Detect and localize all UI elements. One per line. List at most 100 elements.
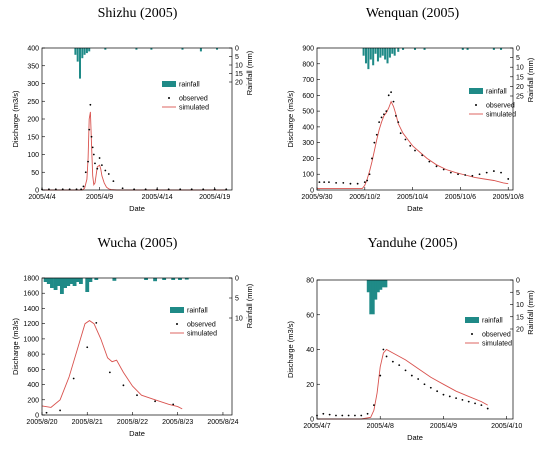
legend-observed-swatch: [176, 323, 178, 325]
y-tick-label: 100: [27, 152, 39, 159]
observed-point: [467, 400, 470, 403]
y2-tick-label: 15: [516, 314, 524, 321]
observed-point: [404, 369, 407, 372]
rainfall-bar: [369, 48, 372, 60]
rainfall-bar: [79, 48, 81, 79]
x-tick-label: 2005/4/19: [199, 194, 230, 201]
observed-point: [108, 371, 111, 374]
y-tick-label: 200: [302, 156, 314, 163]
panel-title: Wucha (2005): [97, 236, 178, 251]
observed-point: [318, 181, 321, 184]
x-tick-label: 2005/4/9: [86, 194, 113, 201]
legend-rainfall-swatch: [465, 317, 479, 323]
observed-point: [341, 414, 344, 417]
observed-point: [474, 402, 476, 405]
y-axis-label: Discharge (m3/s): [286, 90, 295, 148]
y-tick-label: 400: [302, 124, 314, 131]
y-tick-label: 80: [306, 278, 314, 285]
observed-point: [94, 162, 96, 165]
y2-tick-label: 10: [516, 302, 524, 309]
plot-frame: [41, 47, 233, 191]
observed-point: [391, 360, 394, 363]
y-axis-label: Discharge (m3/s): [286, 320, 295, 378]
observed-point: [360, 414, 363, 417]
rainfall-bar: [372, 48, 375, 66]
y-tick-label: 900: [302, 46, 314, 53]
y2-tick-label: 5: [235, 54, 239, 61]
observed-point: [428, 160, 431, 163]
observed-point: [356, 182, 359, 185]
rainfall-bar: [76, 48, 79, 62]
rainfall-bar: [150, 48, 153, 50]
x-tick-label: 2005/10/8: [493, 194, 524, 201]
rainfall-bar: [386, 48, 389, 64]
y2-tick-label: 5: [516, 290, 520, 297]
legend-observed-label: observed: [179, 96, 208, 103]
y-tick-label: 600: [27, 367, 39, 374]
observed-point: [328, 181, 330, 184]
observed-point: [435, 165, 438, 168]
rainfall-bar: [388, 48, 391, 58]
y2-tick-label: 20: [516, 84, 524, 91]
rainfall-bar: [63, 278, 67, 288]
chart-yanduhe: 0 20 40 60 80 0 5 10 15 20 2005/4/7 2005/4/8 2005/4/…: [286, 278, 535, 443]
chart-wucha: 0 200 400 600 800 1000 1200 1400 1600 1800 0 5 10 200…: [11, 276, 254, 439]
rainfall-bar: [402, 48, 405, 50]
observed-point: [107, 173, 110, 175]
rainfall-bar: [81, 48, 84, 59]
legend-simulated-label: simulated: [482, 341, 512, 348]
rainfall-bar: [59, 278, 64, 294]
observed-point: [399, 132, 402, 135]
y-tick-label: 600: [302, 93, 314, 100]
observed-point: [342, 182, 345, 184]
observed-point: [82, 185, 85, 188]
rainfall-bar: [74, 48, 77, 55]
x-tick-label: 2005/8/21: [72, 419, 103, 426]
y2-tick-label: 0: [516, 46, 520, 53]
rainfall-bar: [461, 48, 464, 50]
y-tick-label: 0: [35, 188, 39, 195]
x-tick-label: 2005/10/2: [349, 194, 380, 201]
x-axis-label: Date: [407, 204, 423, 213]
observed-point: [95, 322, 98, 324]
x-tick-label: 2005/4/10: [491, 423, 522, 430]
observed-point: [112, 180, 115, 183]
simulated-line: [317, 348, 488, 420]
rainfall-bar: [75, 278, 80, 282]
observed-point: [394, 114, 397, 117]
x-tick-label: 2005/4/8: [367, 423, 394, 430]
legend-rainfall-label: rainfall: [486, 89, 507, 96]
y2-tick-label: 25: [516, 94, 524, 101]
panel-shizhu: Shizhu (2005) 0 50 100 150 200 250 300 350 400 0 5…: [0, 0, 275, 226]
y2-axis-label: Rainfall (mm): [245, 50, 254, 95]
observed-point: [397, 121, 400, 124]
simulated-line: [41, 320, 183, 410]
y2-tick-label: 20: [516, 327, 524, 334]
observed-point: [442, 168, 445, 171]
observed-point: [392, 100, 395, 103]
rainfall-bar: [85, 48, 88, 54]
observed-point: [45, 411, 48, 414]
observed-point: [323, 181, 326, 184]
y2-axis-label: Rainfall (mm): [526, 290, 535, 335]
observed-point: [88, 128, 91, 131]
legend-rainfall-swatch: [469, 88, 483, 94]
observed-point: [417, 378, 420, 380]
observed-point: [172, 403, 175, 406]
rainfall-bar: [153, 278, 158, 282]
plot-frame: [316, 279, 514, 420]
y-tick-label: 800: [27, 352, 39, 359]
observed-point: [471, 174, 474, 177]
observed-point: [507, 178, 510, 180]
legend-observed-swatch: [168, 97, 170, 99]
chart-wenquan: 0 100 200 300 400 500 600 700 800 900 0 5 10 15 20 25 20…: [286, 46, 535, 214]
x-axis-label: Date: [129, 204, 145, 213]
y2-tick-label: 5: [516, 55, 520, 62]
rainfall-bar: [72, 278, 77, 286]
y-tick-label: 60: [306, 312, 314, 319]
rainfall-bar: [466, 48, 469, 50]
rainfall-bar: [216, 48, 219, 50]
legend-rainfall-swatch: [170, 307, 184, 313]
rainfall-bar: [492, 48, 495, 50]
